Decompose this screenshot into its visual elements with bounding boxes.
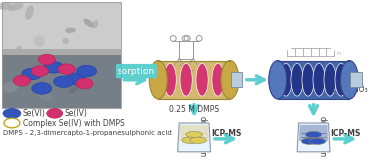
Polygon shape: [297, 123, 330, 152]
Bar: [158, 61, 230, 99]
Bar: [2, 55, 121, 108]
Ellipse shape: [47, 109, 63, 118]
Text: Complex Se(IV) with DMPS: Complex Se(IV) with DMPS: [23, 119, 125, 127]
Ellipse shape: [280, 63, 292, 96]
Text: desorption: desorption: [198, 116, 207, 157]
Ellipse shape: [186, 131, 202, 138]
Ellipse shape: [190, 137, 206, 143]
Ellipse shape: [59, 74, 72, 82]
Ellipse shape: [4, 118, 20, 128]
Ellipse shape: [31, 66, 48, 76]
Text: sorption: sorption: [118, 67, 155, 76]
Ellipse shape: [302, 63, 314, 96]
Ellipse shape: [84, 19, 94, 27]
Ellipse shape: [68, 84, 79, 94]
Ellipse shape: [309, 138, 326, 144]
Text: DMPS - 2,3-dimercapto-1-propanesulphonic acid: DMPS - 2,3-dimercapto-1-propanesulphonic…: [3, 130, 172, 136]
Ellipse shape: [13, 46, 22, 57]
Ellipse shape: [37, 89, 53, 101]
Ellipse shape: [8, 3, 23, 11]
Text: desorption: desorption: [318, 116, 327, 157]
Bar: [2, 49, 121, 108]
Ellipse shape: [79, 89, 99, 99]
Ellipse shape: [38, 54, 55, 65]
Ellipse shape: [62, 38, 69, 44]
Text: ICP-MS: ICP-MS: [211, 129, 241, 138]
Ellipse shape: [54, 76, 74, 87]
Ellipse shape: [269, 61, 287, 99]
Ellipse shape: [335, 63, 347, 96]
Ellipse shape: [92, 20, 98, 28]
Ellipse shape: [66, 73, 85, 84]
Ellipse shape: [22, 68, 42, 80]
Ellipse shape: [44, 62, 64, 73]
Ellipse shape: [149, 61, 167, 99]
Ellipse shape: [82, 40, 91, 49]
Ellipse shape: [324, 63, 336, 96]
Ellipse shape: [291, 63, 303, 96]
Ellipse shape: [3, 82, 18, 92]
Polygon shape: [180, 125, 209, 141]
Ellipse shape: [196, 63, 208, 96]
Ellipse shape: [58, 64, 75, 75]
Polygon shape: [178, 123, 211, 152]
Text: Se(IV): Se(IV): [65, 109, 88, 118]
Ellipse shape: [212, 63, 224, 96]
Ellipse shape: [14, 75, 30, 86]
Ellipse shape: [76, 78, 93, 89]
Ellipse shape: [180, 63, 192, 96]
Ellipse shape: [221, 61, 239, 99]
Ellipse shape: [32, 83, 52, 94]
Bar: [2, 2, 121, 49]
Ellipse shape: [77, 65, 96, 77]
Ellipse shape: [69, 32, 76, 39]
Text: 1 M HNO₃: 1 M HNO₃: [332, 84, 368, 94]
FancyBboxPatch shape: [116, 64, 157, 78]
Ellipse shape: [0, 2, 12, 10]
Text: ICP-MS: ICP-MS: [330, 129, 361, 138]
Ellipse shape: [341, 61, 358, 99]
Text: n: n: [336, 51, 341, 56]
Ellipse shape: [25, 5, 34, 20]
Ellipse shape: [5, 60, 13, 65]
Ellipse shape: [301, 138, 318, 144]
Bar: [231, 72, 242, 87]
Bar: [278, 61, 349, 99]
Bar: [2, 2, 121, 108]
Bar: [350, 72, 361, 87]
Text: Se(VI): Se(VI): [23, 109, 46, 118]
Ellipse shape: [65, 28, 76, 33]
Ellipse shape: [313, 63, 325, 96]
Ellipse shape: [182, 137, 198, 143]
Ellipse shape: [305, 131, 322, 138]
Ellipse shape: [81, 56, 100, 68]
Polygon shape: [299, 125, 328, 141]
Ellipse shape: [3, 109, 21, 118]
Text: 0.25 M DMPS: 0.25 M DMPS: [169, 105, 219, 114]
Ellipse shape: [164, 63, 176, 96]
Ellipse shape: [34, 35, 45, 47]
